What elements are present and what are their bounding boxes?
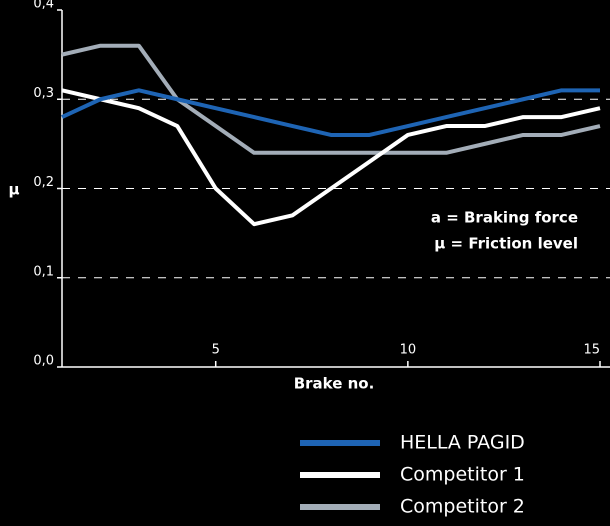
- series-line: [61, 43, 601, 155]
- annotation: μ = Friction level: [434, 235, 578, 253]
- legend-label: Competitor 1: [400, 464, 525, 486]
- y-tick-label: 0,4: [33, 0, 54, 12]
- x-tick-label: 5: [212, 343, 220, 358]
- x-tick-label: 15: [583, 343, 600, 358]
- y-tick-label: 0,3: [33, 86, 54, 101]
- x-tick-label: 10: [400, 343, 417, 358]
- x-axis-label: Brake no.: [294, 375, 375, 393]
- annotation: a = Braking force: [431, 209, 578, 227]
- series-line: [61, 88, 600, 137]
- y-axis-label: μ: [8, 181, 19, 199]
- y-tick-label: 0,2: [33, 175, 54, 190]
- legend-label: HELLA PAGID: [400, 432, 525, 454]
- y-tick-label: 0,1: [33, 264, 54, 279]
- y-tick-label: 0,0: [33, 354, 54, 369]
- series-line: [61, 88, 601, 227]
- legend-label: Competitor 2: [400, 496, 525, 518]
